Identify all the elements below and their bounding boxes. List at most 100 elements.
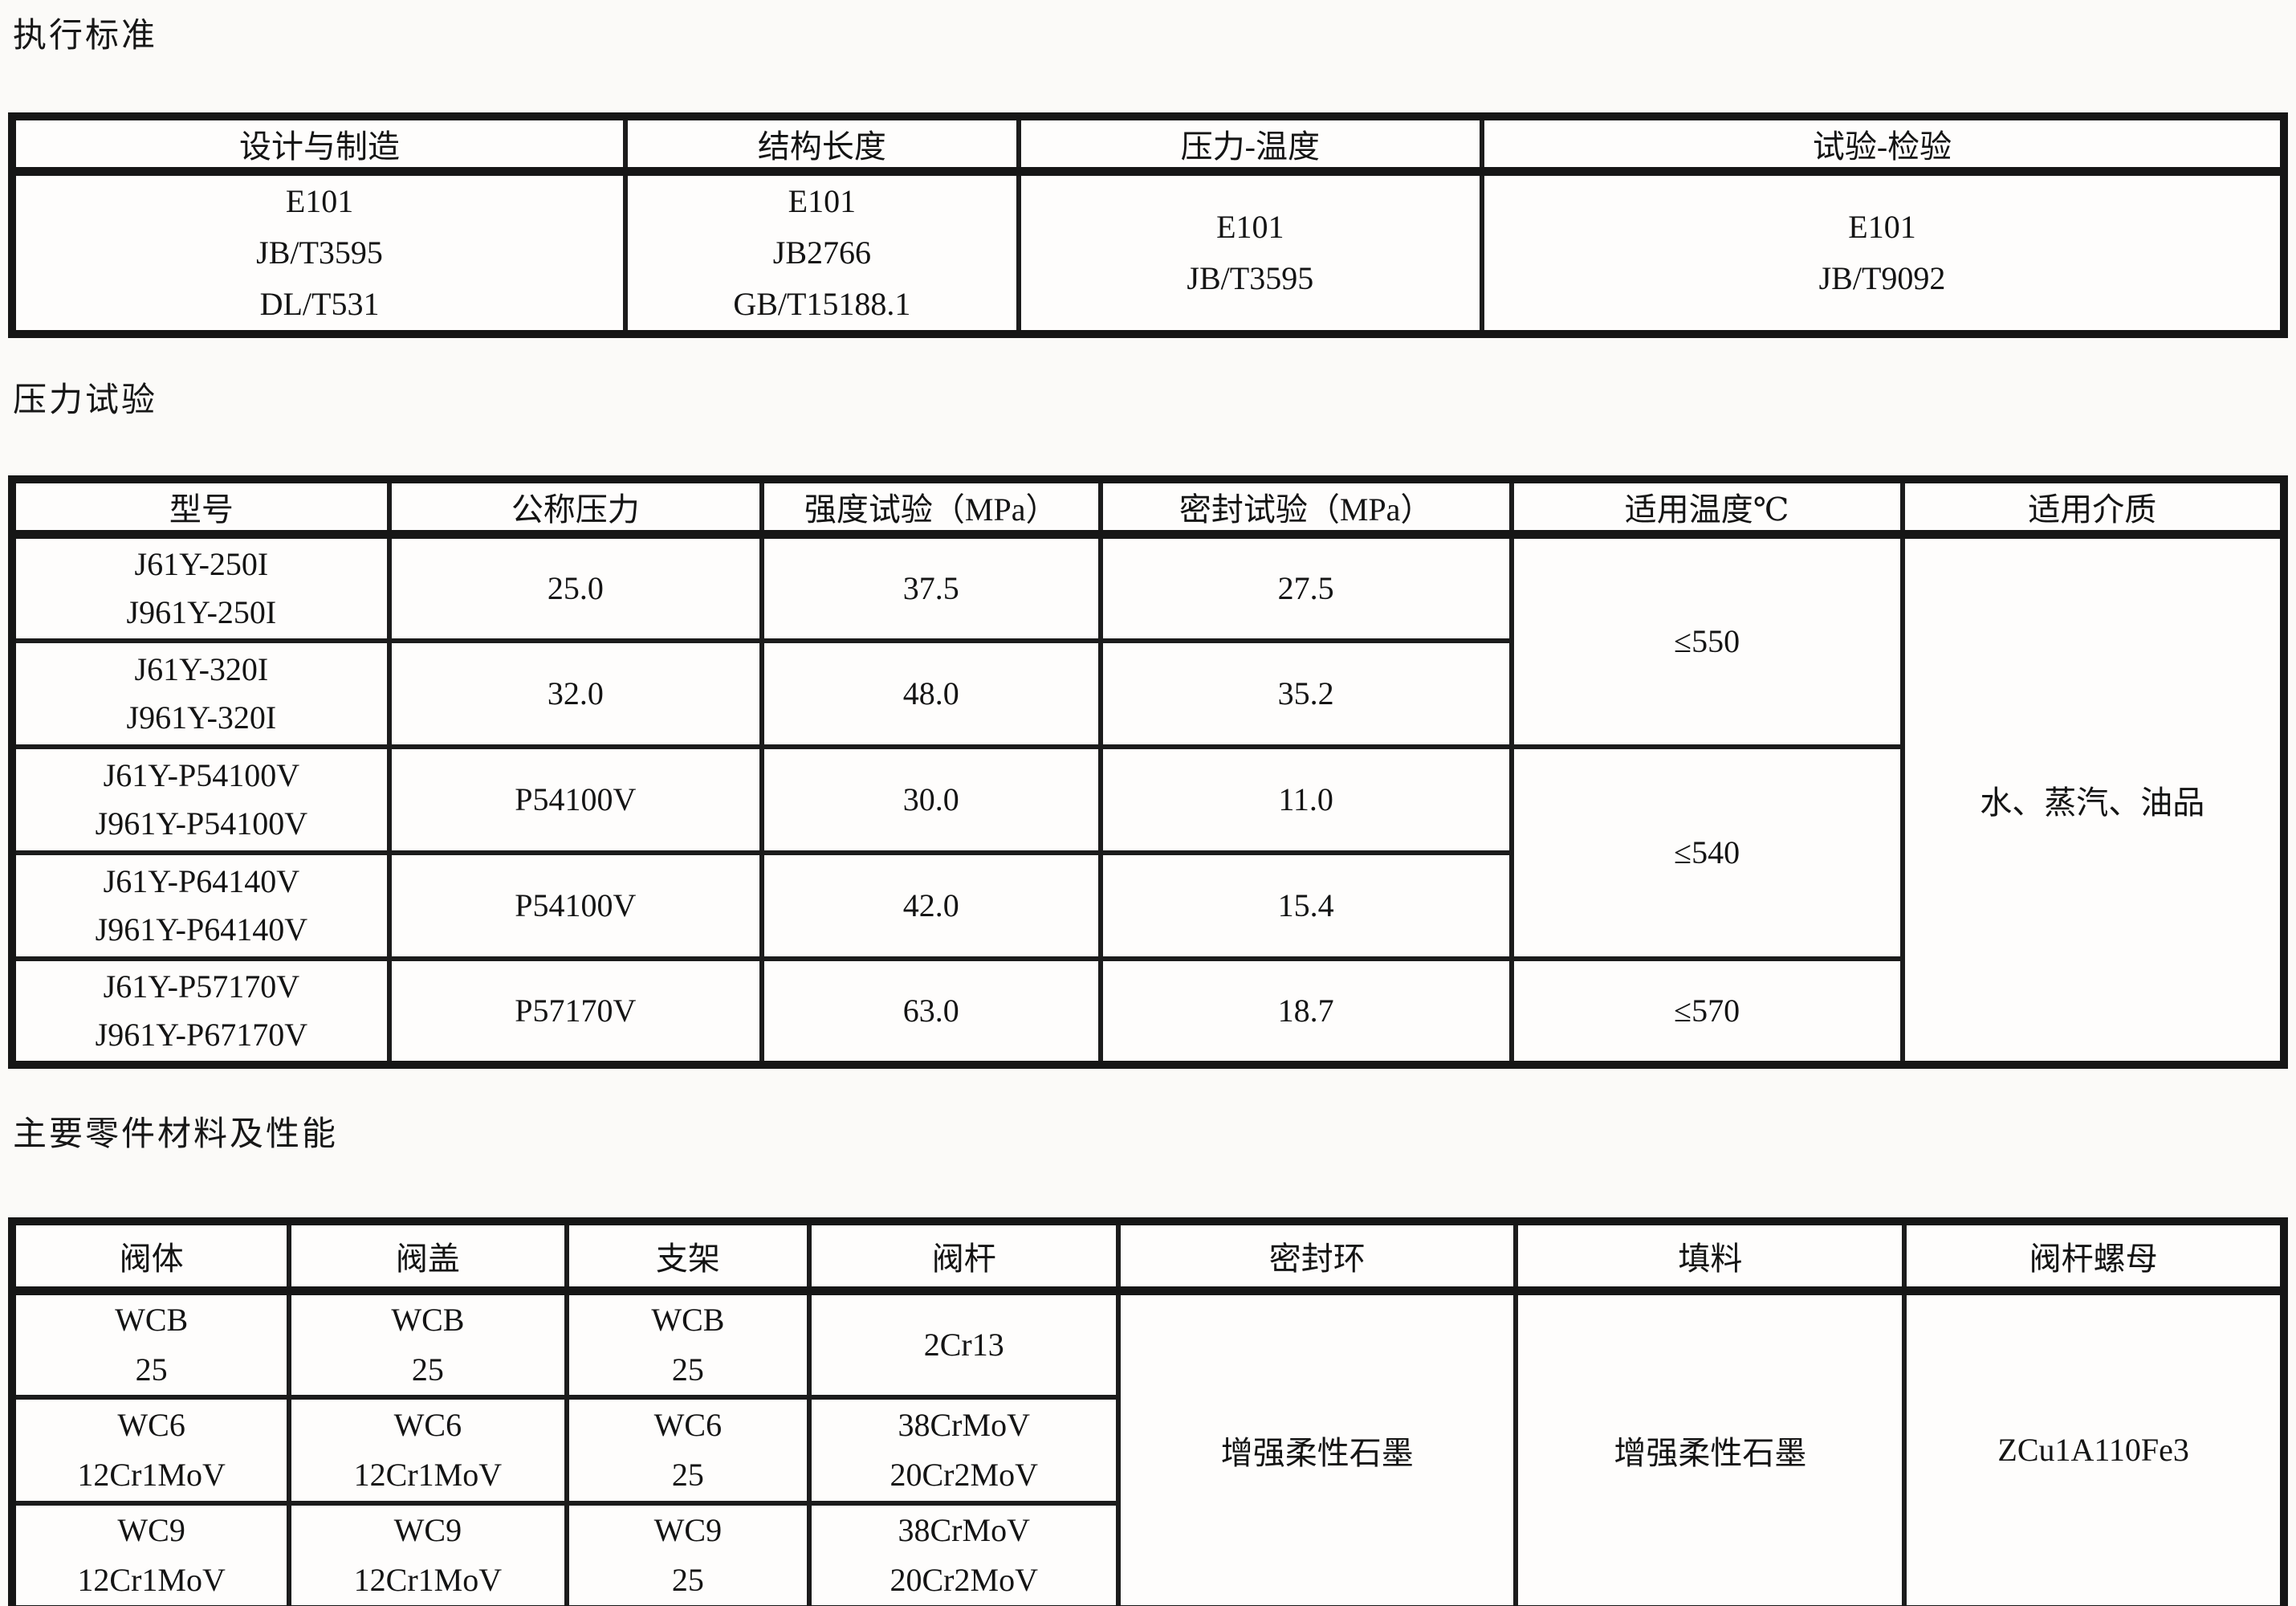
- test-inspection-standards-cell: E101 JB/T9092: [1479, 169, 2287, 336]
- pressure-section-title: 压力试验: [13, 382, 158, 419]
- pressure-row: J61Y-320I J961Y-320I 32.0 48.0 35.2: [10, 638, 2284, 749]
- bonnet-cell: WC9 12Cr1MoV: [287, 1500, 569, 1606]
- cell-line: E101: [285, 183, 354, 219]
- header-cell-strength-test: 强度试验（MPa）: [759, 477, 1103, 539]
- cell-line: 25: [411, 1351, 444, 1388]
- header-cell-packing: 填料: [1513, 1219, 1907, 1295]
- structure-length-standards-cell: E101 JB2766 GB/T15188.1: [623, 169, 1021, 336]
- cell-line: WC6: [653, 1406, 723, 1443]
- seal-test-cell: 35.2: [1097, 638, 1514, 749]
- cell-line: J961Y-P64140V: [95, 911, 308, 948]
- header-cell-temperature: 适用温度℃: [1508, 477, 1905, 539]
- stem-cell: 2Cr13: [807, 1288, 1122, 1400]
- nominal-pressure-cell: P54100V: [386, 850, 764, 961]
- cell-line: WCB: [391, 1301, 465, 1338]
- cell-line: DL/T531: [259, 286, 380, 322]
- header-cell-pressure-temperature: 压力-温度: [1016, 114, 1484, 176]
- yoke-cell: WCB 25: [564, 1288, 812, 1400]
- stem-cell: 38CrMoV 20Cr2MoV: [807, 1394, 1122, 1506]
- nominal-pressure-cell: 32.0: [386, 638, 764, 749]
- cell-line: WCB: [651, 1301, 725, 1338]
- cell-line: 25: [671, 1456, 704, 1493]
- cell-line: 12Cr1MoV: [77, 1561, 226, 1598]
- cell-line: 25: [135, 1351, 168, 1388]
- seal-test-cell: 15.4: [1097, 850, 1514, 961]
- seal-test-cell: 18.7: [1097, 956, 1514, 1067]
- stem-nut-cell: ZCu1A110Fe3: [1902, 1288, 2286, 1606]
- standards-header-row: 设计与制造 结构长度 压力-温度 试验-检验: [9, 114, 2287, 176]
- yoke-cell: WC9 25: [564, 1500, 812, 1606]
- seal-test-cell: 11.0: [1097, 744, 1514, 855]
- cell-line: E101: [788, 183, 857, 219]
- header-cell-nominal-pressure: 公称压力: [386, 477, 764, 539]
- materials-table: 阀体 阀盖 支架 阀杆 密封环 填料 阀杆螺母 WCB 25 WCB 25: [8, 1217, 2288, 1606]
- materials-section-title: 主要零件材料及性能: [13, 1116, 339, 1153]
- design-standards-cell: E101 JB/T3595 DL/T531: [9, 169, 629, 336]
- model-cell: J61Y-320I J961Y-320I: [10, 638, 392, 749]
- materials-row: WCB 25 WCB 25 WCB 25 2Cr13 增强柔性石墨 增强柔性石墨…: [9, 1288, 2286, 1606]
- yoke-cell: WC6 25: [564, 1394, 812, 1506]
- seal-ring-cell: 增强柔性石墨: [1116, 1288, 1519, 1606]
- header-cell-structure-length: 结构长度: [623, 114, 1021, 176]
- cell-line: 20Cr2MoV: [889, 1456, 1038, 1493]
- bonnet-cell: WCB 25: [287, 1288, 569, 1400]
- strength-test-cell: 63.0: [759, 956, 1103, 1067]
- header-cell-stem: 阀杆: [807, 1219, 1122, 1295]
- cell-line: 25: [671, 1351, 704, 1388]
- cell-line: J61Y-P64140V: [103, 862, 300, 899]
- cell-line: J961Y-P67170V: [95, 1016, 308, 1053]
- header-cell-test-inspection: 试验-检验: [1479, 114, 2287, 176]
- header-cell-valve-body: 阀体: [9, 1219, 292, 1295]
- pressure-test-table: 型号 公称压力 强度试验（MPa） 密封试验（MPa） 适用温度℃ 适用介质 J…: [8, 475, 2288, 1069]
- strength-test-cell: 30.0: [759, 744, 1103, 855]
- model-cell: J61Y-P64140V J961Y-P64140V: [10, 850, 392, 961]
- temperature-cell: ≤570: [1508, 956, 1905, 1067]
- header-cell-design: 设计与制造: [9, 114, 629, 176]
- cell-line: J61Y-250I: [134, 545, 269, 582]
- materials-header-row: 阀体 阀盖 支架 阀杆 密封环 填料 阀杆螺母: [9, 1219, 2286, 1295]
- strength-test-cell: 42.0: [759, 850, 1103, 961]
- cell-line: 20Cr2MoV: [889, 1561, 1038, 1598]
- cell-line: WCB: [115, 1301, 189, 1338]
- header-cell-seal-test: 密封试验（MPa）: [1097, 477, 1514, 539]
- pressure-row: J61Y-P54100V J961Y-P54100V P54100V 30.0 …: [10, 744, 2284, 961]
- cell-line: J961Y-320I: [126, 699, 277, 736]
- pressure-row: J61Y-P57170V J961Y-P67170V P57170V 63.0 …: [10, 956, 2284, 1067]
- cell-line: E101: [1216, 209, 1284, 245]
- strength-test-cell: 48.0: [759, 638, 1103, 749]
- standards-section-title: 执行标准: [13, 18, 158, 55]
- model-cell: J61Y-P54100V J961Y-P54100V: [10, 744, 392, 855]
- cell-line: E101: [1848, 209, 1916, 245]
- nominal-pressure-cell: 25.0: [386, 532, 764, 643]
- model-cell: J61Y-250I J961Y-250I: [10, 532, 392, 643]
- medium-cell: 水、蒸汽、油品: [1899, 532, 2286, 1067]
- cell-line: WC6: [117, 1406, 185, 1443]
- packing-cell: 增强柔性石墨: [1513, 1288, 1907, 1606]
- header-cell-stem-nut: 阀杆螺母: [1902, 1219, 2286, 1295]
- bonnet-cell: WC6 12Cr1MoV: [287, 1394, 569, 1506]
- cell-line: J61Y-P57170V: [103, 968, 300, 1005]
- valve-body-cell: WCB 25: [9, 1288, 292, 1400]
- cell-line: JB/T3595: [256, 234, 383, 271]
- nominal-pressure-cell: P54100V: [386, 744, 764, 855]
- cell-line: WC6: [393, 1406, 462, 1443]
- cell-line: WC9: [117, 1511, 185, 1548]
- header-cell-seal-ring: 密封环: [1116, 1219, 1519, 1295]
- valve-body-cell: WC6 12Cr1MoV: [9, 1394, 292, 1506]
- pressure-temperature-standards-cell: E101 JB/T3595: [1016, 169, 1484, 336]
- cell-line: J61Y-P54100V: [103, 756, 300, 793]
- stem-cell: 38CrMoV 20Cr2MoV: [807, 1500, 1122, 1606]
- standards-table: 设计与制造 结构长度 压力-温度 试验-检验 E101 JB/T3595 DL/…: [8, 112, 2288, 338]
- cell-line: 25: [671, 1561, 704, 1598]
- cell-line: JB/T9092: [1818, 260, 1946, 296]
- pressure-row: J61Y-250I J961Y-250I 25.0 37.5 27.5 ≤550…: [10, 532, 2286, 1067]
- cell-line: 12Cr1MoV: [353, 1561, 503, 1598]
- materials-row: WC9 12Cr1MoV WC9 12Cr1MoV WC9 25 38CrMoV…: [9, 1500, 2284, 1606]
- nominal-pressure-cell: P57170V: [386, 956, 764, 1067]
- cell-line: J61Y-320I: [134, 650, 269, 687]
- pressure-header-row: 型号 公称压力 强度试验（MPa） 密封试验（MPa） 适用温度℃ 适用介质: [10, 477, 2286, 539]
- pressure-row: J61Y-P64140V J961Y-P64140V P54100V 42.0 …: [10, 850, 2284, 961]
- model-cell: J61Y-P57170V J961Y-P67170V: [10, 956, 392, 1067]
- cell-line: GB/T15188.1: [733, 286, 911, 322]
